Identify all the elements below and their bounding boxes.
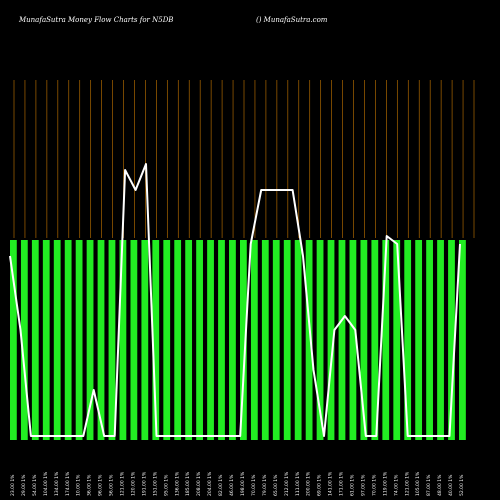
bar-30 — [327, 240, 335, 440]
bar-35 — [382, 240, 390, 440]
x-tick-label: 208.00 1% — [196, 471, 202, 496]
x-tick-label: 134.00 1% — [54, 471, 60, 496]
x-tick-label: 40.00 1% — [448, 474, 454, 496]
x-tick-label: 121.00 1% — [120, 471, 126, 496]
bar-13 — [141, 240, 149, 440]
bar-11 — [119, 240, 127, 440]
bar-37 — [404, 240, 412, 440]
x-tick-label: 171.00 1% — [339, 471, 345, 496]
bar-17 — [185, 240, 193, 440]
x-tick-label: 10.00 1% — [76, 474, 82, 496]
bar-31 — [338, 240, 346, 440]
bar-41 — [448, 240, 455, 440]
bar-28 — [305, 240, 313, 440]
x-tick-label: 74.00 1% — [393, 474, 399, 496]
bar-24 — [261, 240, 269, 440]
bar-26 — [283, 240, 291, 440]
x-tick-label: 204.00 1% — [207, 471, 213, 496]
bar-9 — [97, 240, 105, 440]
bar-22 — [240, 240, 247, 440]
money-flow-line — [9, 163, 461, 437]
x-tick-label: 136.00 1% — [174, 471, 180, 496]
x-tick-label: 65.00 1% — [273, 474, 279, 496]
bar-7 — [75, 240, 83, 440]
bar-10 — [108, 240, 116, 440]
bar-25 — [272, 240, 280, 440]
x-tick-label: 70.00 1% — [251, 474, 257, 496]
bar-12 — [130, 240, 138, 440]
bar-4 — [42, 240, 50, 440]
x-tick-label: 97.00 1% — [360, 474, 366, 496]
x-tick-label: 185.00 1% — [185, 471, 191, 496]
x-tick-label: 95.00 1% — [163, 474, 169, 496]
bar-14 — [152, 240, 160, 440]
bar-5 — [53, 240, 61, 440]
x-tick-label: 121.00 1% — [404, 471, 410, 496]
x-tick-label: 52.00 1% — [459, 474, 465, 496]
bar-29 — [316, 240, 324, 440]
bar-34 — [371, 240, 379, 440]
x-tick-label: 79.00 1% — [262, 474, 268, 496]
bar-20 — [218, 240, 225, 440]
x-tick-label: 29.00 1% — [21, 474, 27, 496]
bar-40 — [437, 240, 444, 440]
x-tick-label: 151.00 1% — [152, 471, 158, 496]
bar-8 — [86, 240, 94, 440]
x-tick-label: 82.00 1% — [218, 474, 224, 496]
bar-27 — [294, 240, 302, 440]
x-tick-label: 105.00 1% — [415, 471, 421, 496]
bar-32 — [349, 240, 357, 440]
x-tick-label: 96.00 1% — [98, 474, 104, 496]
bar-2 — [20, 240, 28, 440]
bar-6 — [64, 240, 72, 440]
x-tick-label: 46.00 1% — [229, 474, 235, 496]
bar-1 — [10, 240, 17, 440]
x-tick-label: 104.00 1% — [43, 471, 49, 496]
x-tick-label: 87.00 1% — [426, 474, 432, 496]
bar-21 — [229, 240, 236, 440]
bar-15 — [163, 240, 171, 440]
bar-33 — [360, 240, 368, 440]
x-tick-label: 174.00 1% — [65, 471, 71, 496]
bar-42 — [459, 240, 466, 440]
x-tick-label: 191.00 1% — [141, 471, 147, 496]
x-tick-label: 198.00 1% — [240, 471, 246, 496]
x-tick-label: 200.00 1% — [306, 471, 312, 496]
x-tick-label: 141.00 1% — [328, 471, 334, 496]
x-tick-label: 212.00 1% — [284, 471, 290, 496]
x-tick-label: 69.00 1% — [317, 474, 323, 496]
bar-19 — [207, 240, 214, 440]
x-tick-label: 56.00 1% — [109, 474, 115, 496]
x-tick-label: 54.00 1% — [32, 474, 38, 496]
x-tick-label: 36.00 1% — [87, 474, 93, 496]
bar-3 — [31, 240, 39, 440]
bar-16 — [174, 240, 182, 440]
bar-18 — [196, 240, 203, 440]
x-tick-label: 70.00 1% — [371, 474, 377, 496]
x-tick-label: 119.00 1% — [382, 471, 388, 496]
x-tick-label: 111.00 1% — [295, 471, 301, 496]
site-watermark: () MunafaSutra.com — [256, 16, 328, 24]
x-tick-label: 23.00 1% — [10, 474, 16, 496]
chart-title: MunafaSutra Money Flow Charts for N5DB — [19, 16, 174, 24]
bar-36 — [393, 240, 401, 440]
bar-38 — [415, 240, 423, 440]
x-tick-label: 61.00 1% — [350, 474, 356, 496]
x-tick-label: 48.00 1% — [437, 474, 443, 496]
bar-23 — [250, 240, 258, 440]
bar-39 — [426, 240, 433, 440]
x-tick-label: 120.00 1% — [130, 471, 136, 496]
